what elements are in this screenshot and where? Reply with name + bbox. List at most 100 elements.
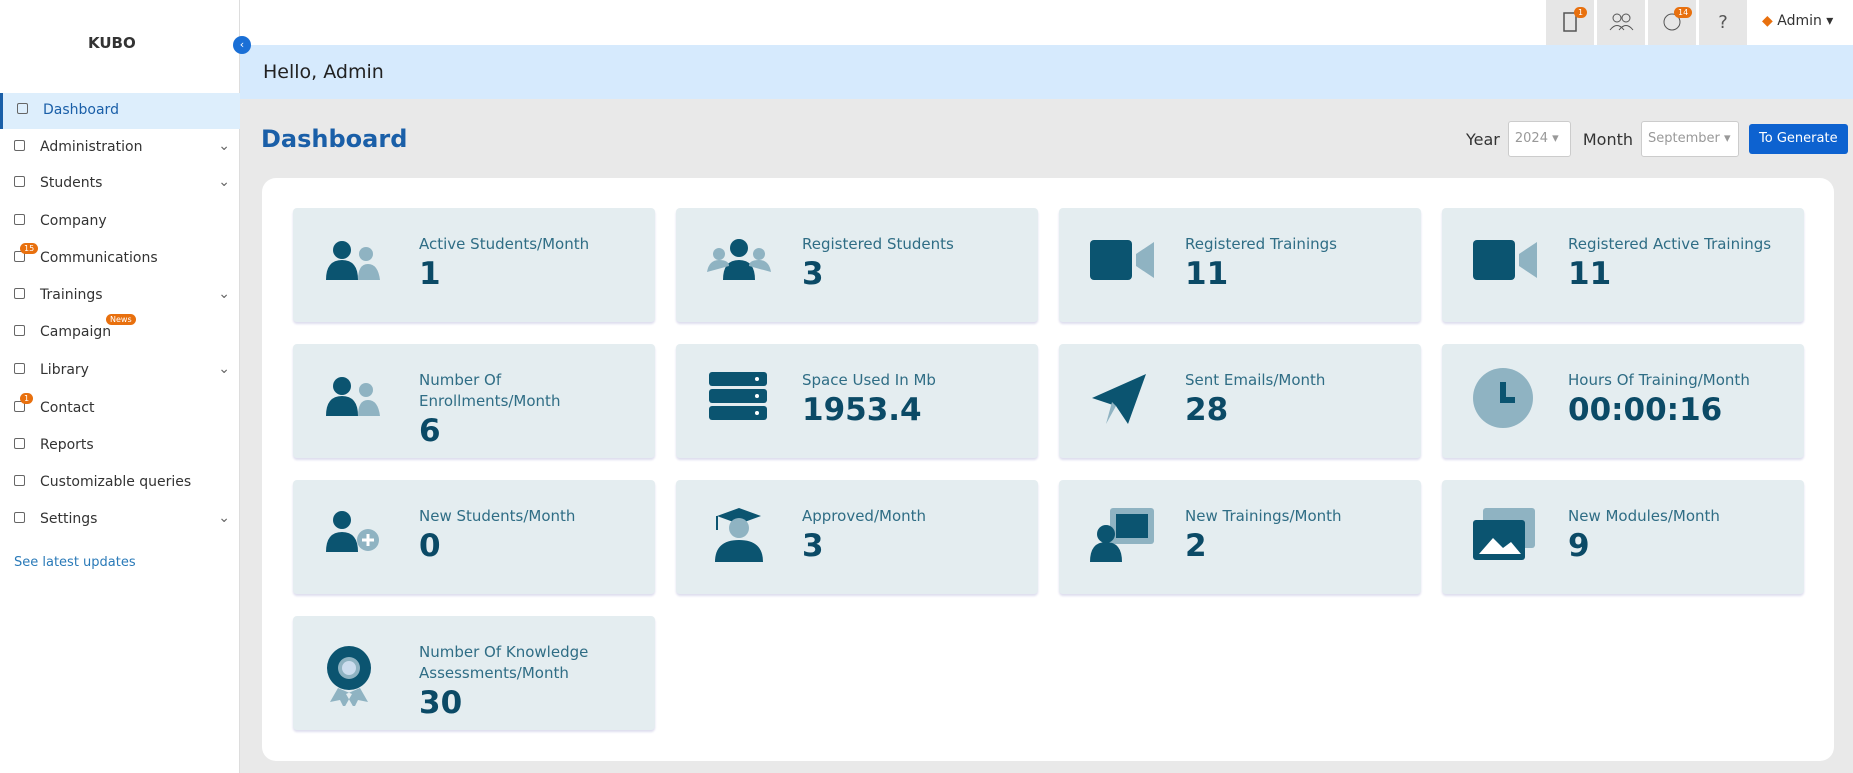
stat-card: Sent Emails/Month 28 <box>1059 344 1421 458</box>
generate-button[interactable]: To Generate <box>1749 124 1848 154</box>
badge: News <box>106 314 136 325</box>
nav-label: Settings <box>40 511 98 527</box>
card-text: Registered Students 3 <box>802 234 1022 293</box>
card-label: Approved/Month <box>802 507 927 525</box>
nav-item[interactable]: Students ⌄ <box>0 166 240 202</box>
nav-icon <box>14 214 25 225</box>
card-label: Space Used In Mb <box>802 371 936 389</box>
stat-card: Number Of Knowledge Assessments/Month 30 <box>293 616 655 730</box>
card-icon <box>1473 368 1533 428</box>
month-label: Month <box>1582 129 1634 149</box>
nav-icon <box>14 140 25 151</box>
latest-updates-link[interactable]: See latest updates <box>14 555 136 570</box>
card-value: 00:00:16 <box>1568 392 1723 428</box>
nav-label: Communications <box>40 250 158 266</box>
nav-item[interactable]: Company <box>0 204 240 240</box>
stat-card: Registered Students 3 <box>676 208 1038 322</box>
stat-card: New Students/Month 0 <box>293 480 655 594</box>
collapse-button[interactable]: ‹ <box>233 36 251 54</box>
icon <box>1663 13 1681 31</box>
card-value: 11 <box>1185 256 1229 292</box>
card-text: Number Of Enrollments/Month 6 <box>419 370 639 450</box>
nav-item[interactable]: Administration ⌄ <box>0 130 240 166</box>
nav-icon <box>17 103 28 114</box>
users-button[interactable] <box>1597 0 1645 45</box>
user-menu[interactable]: ◆ Admin ▾ <box>1762 13 1834 29</box>
nav-icon <box>14 475 25 486</box>
card-label: Number Of Knowledge Assessments/Month <box>419 643 589 682</box>
card-label: Sent Emails/Month <box>1185 371 1326 389</box>
card-value: 9 <box>1568 528 1590 564</box>
icon <box>1609 13 1634 31</box>
chevron: ⌄ <box>218 361 230 377</box>
nav-icon <box>14 401 25 412</box>
card-label: New Trainings/Month <box>1185 507 1342 525</box>
card-icon <box>326 241 380 280</box>
nav-icon <box>14 438 25 449</box>
badge: 14 <box>1674 7 1693 18</box>
card-icon <box>1473 508 1535 560</box>
nav-icon <box>14 288 25 299</box>
nav-label: Students <box>40 175 103 191</box>
nav-label: Dashboard <box>43 102 119 118</box>
card-value: 30 <box>419 685 463 721</box>
nav-item[interactable]: Communications 15 <box>0 241 240 277</box>
stat-card: Space Used In Mb 1953.4 <box>676 344 1038 458</box>
card-value: 0 <box>419 528 441 564</box>
month-select[interactable]: September ▾ <box>1641 121 1740 157</box>
cards-panel: Active Students/Month 1 Registered Student… <box>262 178 1834 761</box>
card-label: Hours Of Training/Month <box>1568 371 1750 389</box>
card-text: New Trainings/Month 2 <box>1185 506 1405 565</box>
card-label: Number Of Enrollments/Month <box>419 371 561 410</box>
nav-icon <box>14 363 25 374</box>
logo: KUBO <box>88 34 136 52</box>
nav-icon <box>14 325 25 336</box>
badge: 1 <box>20 393 34 404</box>
filters: Year 2024 ▾ Month September ▾ To Generat… <box>1466 121 1848 157</box>
nav-icon <box>14 512 25 523</box>
card-text: Registered Active Trainings 11 <box>1568 234 1788 293</box>
nav-item[interactable]: Library ⌄ <box>0 353 240 389</box>
card-text: Number Of Knowledge Assessments/Month 30 <box>419 642 639 722</box>
nav-item[interactable]: Contact 1 <box>0 391 240 427</box>
nav-label: Reports <box>40 437 94 453</box>
nav-item[interactable]: Reports <box>0 428 240 464</box>
topbar: 1 14 ? ◆ Admin ▾ <box>240 0 1853 45</box>
stat-card: Approved/Month 3 <box>676 480 1038 594</box>
nav-item[interactable]: Customizable queries <box>0 465 240 501</box>
card-text: Space Used In Mb 1953.4 <box>802 370 1022 429</box>
card-icon <box>715 508 763 562</box>
help-button[interactable]: ? <box>1699 0 1747 45</box>
card-label: New Modules/Month <box>1568 507 1720 525</box>
card-value: 2 <box>1185 528 1207 564</box>
icon <box>1563 12 1577 32</box>
chevron: ⌄ <box>218 510 230 526</box>
card-icon <box>709 372 767 420</box>
nav-item[interactable]: Trainings ⌄ <box>0 278 240 314</box>
stat-card: Active Students/Month 1 <box>293 208 655 322</box>
chevron: ⌄ <box>218 286 230 302</box>
messages-button[interactable]: 14 <box>1648 0 1696 45</box>
card-icon <box>1090 240 1154 280</box>
nav-label: Library <box>40 362 89 378</box>
sidebar: KUBO ‹ Dashboard Administration ⌄ Students ⌄… <box>0 0 251 773</box>
greeting: Hello, Admin <box>240 45 1853 99</box>
chevron: ⌄ <box>218 138 230 154</box>
month-value: September <box>1648 131 1720 146</box>
badge: 15 <box>20 243 39 254</box>
user-name: Admin <box>1777 13 1822 29</box>
card-text: Approved/Month 3 <box>802 506 1022 565</box>
stat-card: Registered Trainings 11 <box>1059 208 1421 322</box>
card-value: 3 <box>802 528 824 564</box>
nav-label: Trainings <box>40 287 103 303</box>
nav-item[interactable]: Settings ⌄ <box>0 502 240 538</box>
nav-label: Campaign <box>40 324 112 340</box>
nav-label: Company <box>40 213 107 229</box>
card-text: Active Students/Month 1 <box>419 234 639 293</box>
nav-item[interactable]: Dashboard <box>0 93 240 129</box>
card-icon <box>326 377 380 416</box>
nav-item[interactable]: Campaign News <box>0 314 240 351</box>
card-value: 11 <box>1568 256 1612 292</box>
year-select[interactable]: 2024 ▾ <box>1507 121 1571 157</box>
tasks-button[interactable]: 1 <box>1546 0 1594 45</box>
